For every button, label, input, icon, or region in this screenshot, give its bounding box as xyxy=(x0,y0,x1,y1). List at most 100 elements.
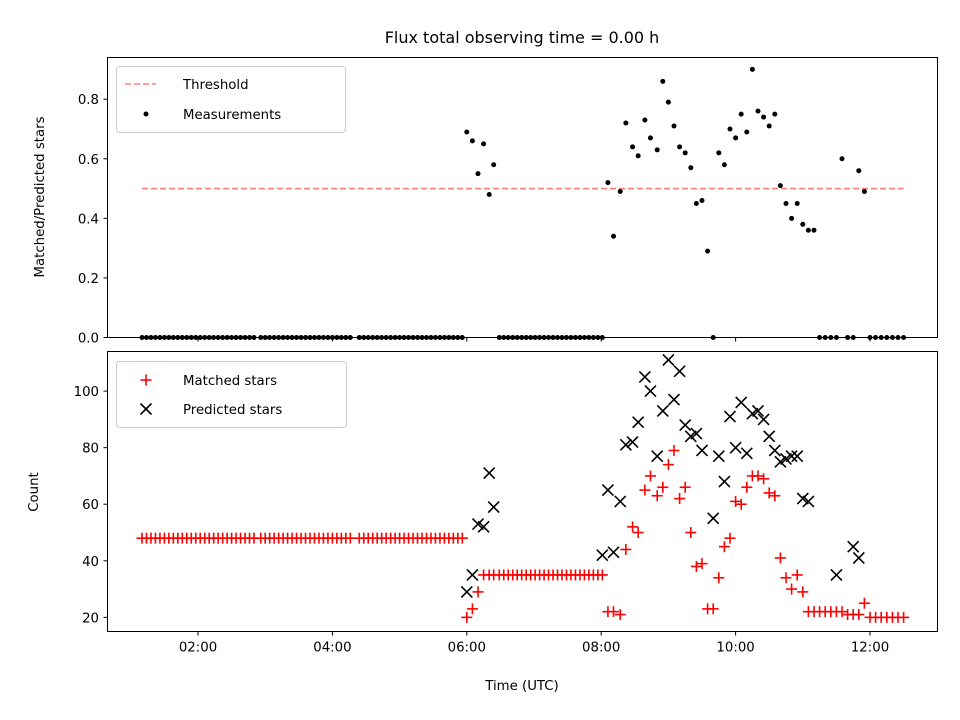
x-tick-label: 02:00 xyxy=(179,641,217,656)
top-legend-box xyxy=(116,66,346,133)
matched-point xyxy=(696,558,708,570)
bottom-legend: Matched stars Predicted stars xyxy=(116,361,347,428)
top-y-axis-label: Matched/Predicted stars xyxy=(33,116,48,277)
measurement-point xyxy=(789,215,795,221)
matched-point xyxy=(786,583,798,595)
predicted-point xyxy=(626,435,639,449)
predicted-point xyxy=(712,450,725,463)
measurement-point xyxy=(660,78,666,84)
legend-matched-label: Matched stars xyxy=(183,374,277,389)
matched-point xyxy=(758,473,770,485)
top-y-tick-label: 0.8 xyxy=(78,93,99,108)
measurement-point xyxy=(705,248,711,254)
predicted-point xyxy=(707,512,720,525)
predicted-point xyxy=(735,396,748,409)
predicted-point xyxy=(477,520,490,533)
bottom-y-tick-label: 40 xyxy=(82,555,99,570)
predicted-point xyxy=(729,441,742,454)
measurement-point xyxy=(630,144,636,150)
measurement-point xyxy=(733,135,739,141)
measurement-point xyxy=(794,200,800,206)
matched-point xyxy=(668,444,680,456)
predicted-point xyxy=(638,370,651,384)
top-y-ticks: 0.0 0.2 0.4 0.6 0.8 xyxy=(78,93,108,347)
predicted-point xyxy=(596,549,609,562)
predicted-point xyxy=(619,438,632,451)
predicted-point xyxy=(768,444,781,457)
predicted-point xyxy=(718,475,731,488)
series-predicted-stars xyxy=(460,353,865,598)
predicted-point xyxy=(667,393,681,406)
measurement-point xyxy=(491,162,497,168)
bottom-legend-box xyxy=(116,361,347,428)
measurement-point xyxy=(654,147,660,153)
top-y-tick-label: 0.4 xyxy=(78,212,99,227)
bottom-y-tick-label: 100 xyxy=(74,385,99,400)
measurement-point xyxy=(772,111,778,117)
matched-point xyxy=(858,597,870,609)
bottom-y-axis-label: Count xyxy=(27,472,42,512)
x-axis-label: Time (UTC) xyxy=(484,679,559,694)
predicted-point xyxy=(852,551,865,565)
measurement-point xyxy=(777,183,783,189)
predicted-point xyxy=(847,540,860,553)
measurement-point xyxy=(464,129,470,135)
predicted-point xyxy=(690,427,703,440)
predicted-point xyxy=(673,365,686,378)
predicted-point xyxy=(644,385,657,398)
predicted-point xyxy=(751,404,765,417)
matched-point xyxy=(679,481,691,493)
measurement-point xyxy=(721,162,727,168)
top-axes-frame xyxy=(107,57,938,338)
top-y-tick-label: 0.0 xyxy=(78,332,99,347)
matched-point xyxy=(774,552,786,564)
matched-point xyxy=(836,606,848,618)
matched-point xyxy=(644,470,656,482)
measurement-point xyxy=(839,156,845,162)
top-x-ticks xyxy=(197,337,871,342)
measurement-point xyxy=(486,192,492,198)
predicted-point xyxy=(802,495,815,508)
series-matched-stars xyxy=(136,444,910,623)
matched-point xyxy=(707,603,719,615)
predicted-point xyxy=(830,568,843,582)
measurement-point xyxy=(623,120,629,126)
legend-measurements-swatch xyxy=(143,111,149,117)
x-tick-label: 12:00 xyxy=(851,641,889,656)
x-tick-label: 08:00 xyxy=(582,641,620,656)
matched-point xyxy=(718,541,730,553)
measurement-point xyxy=(861,189,867,195)
bottom-y-tick-label: 60 xyxy=(82,498,99,513)
bottom-plot-area xyxy=(136,353,910,623)
bottom-y-tick-label: 80 xyxy=(82,442,99,457)
predicted-point xyxy=(483,467,496,480)
bottom-axes-frame xyxy=(107,351,938,632)
predicted-point xyxy=(607,546,620,559)
legend-predicted-label: Predicted stars xyxy=(183,403,282,418)
matched-point xyxy=(657,481,669,493)
matched-point xyxy=(662,459,674,471)
predicted-point xyxy=(757,413,770,426)
measurement-point xyxy=(635,153,641,159)
matched-point xyxy=(724,532,736,544)
matched-point xyxy=(791,569,803,581)
matched-point xyxy=(741,481,753,493)
legend-matched-swatch xyxy=(140,374,152,386)
matched-point xyxy=(472,586,484,598)
measurement-point xyxy=(611,233,617,239)
predicted-point xyxy=(632,416,645,429)
matched-point xyxy=(596,569,608,581)
predicted-point xyxy=(656,404,669,417)
measurement-point xyxy=(738,111,744,117)
measurement-point xyxy=(642,117,648,123)
chart-title: Flux total observing time = 0.00 h xyxy=(385,28,660,47)
matched-point xyxy=(752,470,764,482)
predicted-point xyxy=(466,568,479,582)
bottom-y-ticks: 20 40 60 80 100 xyxy=(74,385,108,626)
predicted-point xyxy=(791,450,804,463)
matched-point xyxy=(639,484,651,496)
measurement-point xyxy=(665,99,671,105)
predicted-point xyxy=(651,450,664,463)
measurement-point xyxy=(749,66,755,72)
matched-point xyxy=(690,560,702,572)
